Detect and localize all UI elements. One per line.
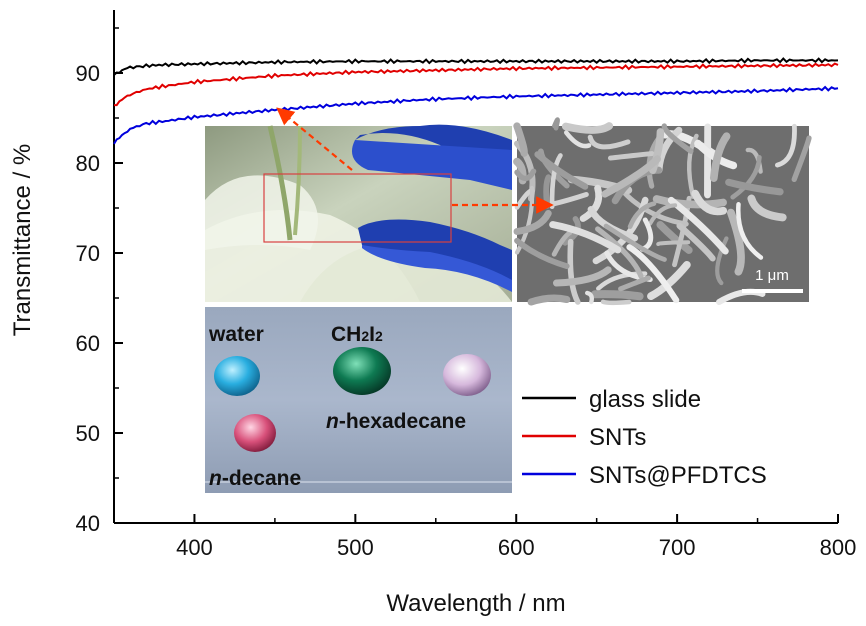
- y-tick-label: 50: [76, 421, 100, 446]
- sem-fiber: [791, 135, 812, 183]
- sem-fiber: [595, 226, 644, 279]
- sem-fiber: [585, 290, 594, 305]
- sem-fiber: [601, 155, 661, 198]
- sem-fiber: [561, 122, 614, 134]
- sem-fiber: [513, 209, 552, 235]
- sem-fiber: [691, 189, 728, 216]
- legend-label: glass slide: [589, 386, 701, 413]
- sem-fiber: [579, 184, 603, 222]
- sem-fiber: [648, 203, 678, 226]
- axes: 400 500 600 700 800 40 50 60 70 80 90: [76, 10, 856, 560]
- y-axis-title: Transmittance / %: [9, 144, 36, 337]
- sem-fiber: [551, 230, 573, 257]
- legend-label: SNTs: [589, 424, 646, 451]
- sem-fiber: [527, 294, 571, 306]
- y-ticks: 40 50 60 70 80 90: [76, 27, 123, 536]
- ch2i2-label: CH2I2: [331, 323, 383, 346]
- droplets-photo-inset: water CH2I2 n-hexadecane n-decane: [205, 307, 512, 493]
- decane-droplet: [234, 414, 276, 452]
- y-tick-label: 60: [76, 331, 100, 356]
- sem-fiber: [607, 151, 655, 161]
- y-tick-label: 40: [76, 511, 100, 536]
- sem-fiber: [687, 133, 699, 199]
- x-axis-title: Wavelength / nm: [386, 590, 565, 617]
- svg-text:1 μm: 1 μm: [755, 267, 789, 284]
- sem-fiber: [600, 299, 632, 306]
- decane-label: n-decane: [209, 467, 301, 490]
- y-tick-label: 70: [76, 241, 100, 266]
- sem-scale-bar: 1 μm: [742, 267, 803, 293]
- x-tick-label: 600: [498, 535, 535, 560]
- sem-fiber: [534, 151, 589, 190]
- sem-fiber: [514, 185, 535, 255]
- x-tick-label: 700: [659, 535, 696, 560]
- sem-fiber: [647, 260, 691, 301]
- series-layer: [113, 57, 839, 145]
- arrow-to-curve: [276, 107, 353, 171]
- sem-fiber: [725, 178, 784, 196]
- sem-fiber: [655, 126, 683, 174]
- sem-fiber: [567, 238, 581, 305]
- sem-fiber: [513, 122, 528, 157]
- y-tick-label: 90: [76, 61, 100, 86]
- sem-fiber: [652, 195, 727, 209]
- sem-fiber: [553, 266, 612, 287]
- sem-fiber: [661, 123, 694, 154]
- sem-fiber: [549, 221, 622, 254]
- sem-fiber: [590, 290, 644, 301]
- sem-fiber: [514, 168, 537, 182]
- series-line-snts: [114, 62, 839, 107]
- sem-fiber: [626, 244, 680, 304]
- sem-fiber: [656, 240, 691, 246]
- sem-image-inset: [513, 117, 812, 306]
- x-tick-label: 500: [337, 535, 374, 560]
- sem-fiber: [627, 201, 657, 229]
- sem-fiber: [736, 202, 764, 260]
- sem-fiber: [676, 222, 716, 262]
- sem-fiber: [715, 236, 729, 286]
- series-line-snts-pfdtcs: [113, 85, 839, 145]
- hexadecane-label: n-hexadecane: [326, 410, 466, 433]
- sem-fiber: [587, 134, 631, 150]
- sem-fiber: [730, 155, 762, 200]
- sem-fiber: [747, 194, 787, 222]
- water-label: water: [208, 323, 264, 346]
- sem-fiber: [603, 223, 667, 262]
- leaf-photo-inset: [205, 124, 512, 302]
- sem-fiber: [727, 208, 745, 276]
- y-tick-label: 80: [76, 151, 100, 176]
- sem-fiber: [656, 220, 693, 254]
- series-line-glass-slide: [113, 57, 839, 76]
- x-ticks: 400 500 600 700 800: [176, 514, 856, 560]
- sem-fiber: [709, 132, 731, 182]
- legend: glass slide SNTs SNTs@PFDTCS: [522, 386, 767, 489]
- x-tick-label: 800: [820, 535, 857, 560]
- hexadecane-droplet: [443, 354, 491, 396]
- ch2i2-droplet: [333, 347, 391, 395]
- sem-fiber: [543, 174, 552, 209]
- sem-fiber: [552, 117, 560, 131]
- sem-fiber: [564, 130, 592, 149]
- sem-fiber: [514, 237, 570, 269]
- sem-fiber: [549, 191, 589, 207]
- sem-fiber: [618, 275, 651, 292]
- legend-label: SNTs@PFDTCS: [589, 462, 767, 489]
- sem-fiber: [745, 147, 763, 174]
- water-droplet: [214, 356, 260, 396]
- x-tick-label: 400: [176, 535, 213, 560]
- sem-fiber: [775, 123, 797, 168]
